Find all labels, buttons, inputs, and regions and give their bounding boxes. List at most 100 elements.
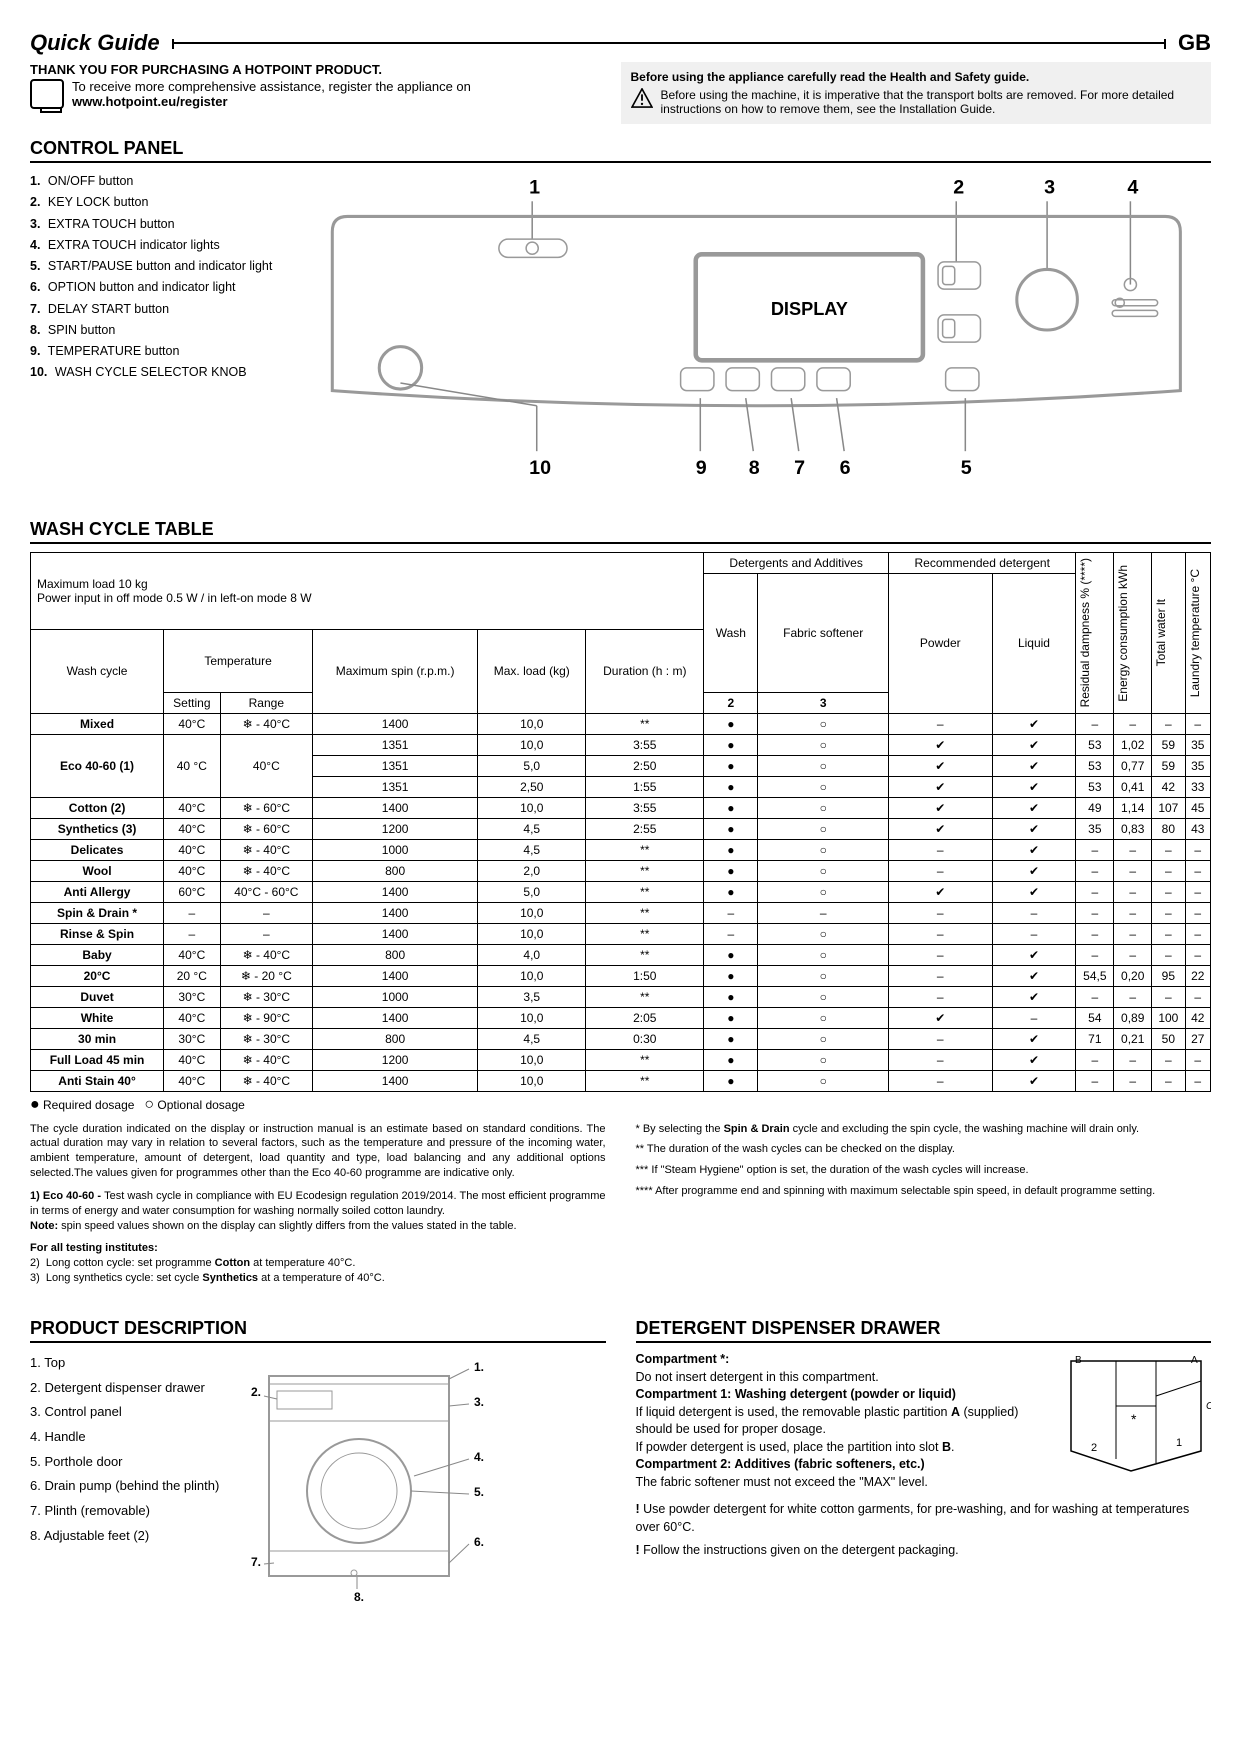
table-row: Cotton (2)40°C❄ - 60°C140010,03:55●○✔✔49… (31, 797, 1211, 818)
dispenser-drawer-heading: DETERGENT DISPENSER DRAWER (636, 1318, 1212, 1343)
follow-instructions: Follow the instructions given on the det… (643, 1543, 958, 1557)
table-row: Synthetics (3)40°C❄ - 60°C12004,52:55●○✔… (31, 818, 1211, 839)
table-caption-power: Power input in off mode 0.5 W / in left-… (37, 591, 701, 605)
th-setting: Setting (164, 692, 221, 713)
svg-text:B: B (1075, 1355, 1082, 1366)
th-recommended: Recommended detergent (889, 553, 1076, 574)
svg-text:4.: 4. (474, 1450, 484, 1464)
th-residual: Residual dampness % (****) (1078, 556, 1092, 709)
product-item: 2. Detergent dispenser drawer (30, 1376, 219, 1401)
control-panel-heading: CONTROL PANEL (30, 138, 1211, 163)
svg-text:2.: 2. (251, 1385, 261, 1399)
svg-text:6: 6 (840, 457, 851, 479)
th-compartment-3: 3 (758, 692, 889, 713)
th-duration: Duration (h : m) (586, 629, 704, 713)
table-row: Anti Stain 40°40°C❄ - 40°C140010,0**●○–✔… (31, 1070, 1211, 1091)
note-note-bold: Note: (30, 1220, 61, 1232)
svg-text:5.: 5. (474, 1485, 484, 1499)
page-title: Quick Guide (30, 30, 160, 56)
product-item: 8. Adjustable feet (2) (30, 1524, 219, 1549)
th-liquid: Liquid (992, 574, 1076, 713)
table-row: Delicates40°C❄ - 40°C10004,5**●○–✔–––– (31, 839, 1211, 860)
table-row: 30 min30°C❄ - 30°C8004,50:30●○–✔710,2150… (31, 1028, 1211, 1049)
svg-text:3: 3 (1044, 177, 1055, 199)
svg-text:7.: 7. (251, 1555, 261, 1569)
warning-box: Before using the appliance carefully rea… (621, 62, 1212, 124)
svg-text:2: 2 (1091, 1442, 1097, 1454)
svg-text:A: A (1191, 1355, 1198, 1366)
th-powder: Powder (889, 574, 993, 713)
svg-text:2: 2 (954, 177, 965, 199)
th-detergents: Detergents and Additives (704, 553, 889, 574)
svg-text:*: * (1131, 1411, 1137, 1427)
table-row: 20°C20 °C❄ - 20 °C140010,01:50●○–✔54,50,… (31, 965, 1211, 986)
table-row: Rinse & Spin––140010,0**–○–––––– (31, 923, 1211, 944)
wash-cycle-table: Maximum load 10 kg Power input in off mo… (30, 552, 1211, 1091)
th-temp: Temperature (164, 629, 313, 692)
dosage-legend: ● ● Required dosage ○ Optional dosageReq… (30, 1096, 1211, 1114)
note-star2: ** The duration of the wash cycles can b… (636, 1142, 1212, 1157)
compartment-1-heading: Compartment 1: Washing detergent (powder… (636, 1387, 956, 1401)
table-caption-load: Maximum load 10 kg (37, 577, 701, 591)
product-description-heading: PRODUCT DESCRIPTION (30, 1318, 606, 1343)
table-row: Baby40°C❄ - 40°C8004,0**●○–✔–––– (31, 944, 1211, 965)
product-item: 5. Porthole door (30, 1450, 219, 1475)
register-url: www.hotpoint.eu/register (72, 94, 471, 109)
product-description-list: 1. Top2. Detergent dispenser drawer3. Co… (30, 1351, 219, 1549)
th-energy: Energy consumption kWh (1116, 563, 1130, 704)
note-note: spin speed values shown on the display c… (61, 1220, 516, 1232)
note-testing-bold: For all testing institutes: (30, 1242, 158, 1254)
svg-text:1.: 1. (474, 1360, 484, 1374)
control-panel-item: 4. EXTRA TOUCH indicator lights (30, 235, 272, 256)
table-row: Wool40°C❄ - 40°C8002,0**●○–✔–––– (31, 860, 1211, 881)
th-wash: Wash (704, 574, 758, 692)
svg-text:DISPLAY: DISPLAY (771, 299, 848, 319)
control-panel-item: 8. SPIN button (30, 320, 272, 341)
svg-text:6.: 6. (474, 1535, 484, 1549)
product-item: 4. Handle (30, 1425, 219, 1450)
table-row: Spin & Drain *––140010,0**–––––––– (31, 902, 1211, 923)
drawer-diagram: * B A C 2 1 (1061, 1351, 1211, 1481)
svg-text:C: C (1206, 1401, 1211, 1412)
product-diagram: 1. 2. 3. 4. 5. 6. 7. 8. (239, 1351, 499, 1611)
svg-text:3.: 3. (474, 1395, 484, 1409)
compartment-star-text: Do not insert detergent in this compartm… (636, 1370, 879, 1384)
control-panel-item: 7. DELAY START button (30, 299, 272, 320)
warning-icon (631, 88, 653, 108)
th-load: Max. load (kg) (478, 629, 586, 713)
control-panel-list: 1. ON/OFF button2. KEY LOCK button3. EXT… (30, 171, 272, 507)
compartment-2-text: The fabric softener must not exceed the … (636, 1475, 928, 1489)
table-notes: The cycle duration indicated on the disp… (30, 1122, 1211, 1286)
compartment-2-heading: Compartment 2: Additives (fabric softene… (636, 1457, 925, 1471)
warning-text: Before using the machine, it is imperati… (661, 88, 1202, 116)
thank-heading: THANK YOU FOR PURCHASING A HOTPOINT PROD… (30, 62, 601, 77)
table-row: Anti Allergy60°C40°C - 60°C14005,0**●○✔✔… (31, 881, 1211, 902)
th-cycle: Wash cycle (31, 629, 164, 713)
control-panel-item: 9. TEMPERATURE button (30, 341, 272, 362)
table-row: Full Load 45 min40°C❄ - 40°C120010,0**●○… (31, 1049, 1211, 1070)
svg-text:9: 9 (696, 457, 707, 479)
compartment-star-heading: Compartment *: (636, 1352, 730, 1366)
control-panel-item: 5. START/PAUSE button and indicator ligh… (30, 256, 272, 277)
product-item: 1. Top (30, 1351, 219, 1376)
th-compartment-2: 2 (704, 692, 758, 713)
country-code: GB (1178, 30, 1211, 56)
svg-text:8: 8 (749, 457, 760, 479)
control-panel-item: 10. WASH CYCLE SELECTOR KNOB (30, 362, 272, 383)
th-spin: Maximum spin (r.p.m.) (313, 629, 478, 713)
note-duration: The cycle duration indicated on the disp… (30, 1122, 606, 1181)
control-panel-item: 1. ON/OFF button (30, 171, 272, 192)
control-panel-item: 3. EXTRA TOUCH button (30, 214, 272, 235)
th-laundry-temp: Laundry temperature °C (1188, 567, 1202, 699)
warning-heading: Before using the appliance carefully rea… (631, 70, 1202, 84)
svg-text:10: 10 (530, 457, 552, 479)
svg-text:1: 1 (1176, 1437, 1182, 1449)
svg-text:5: 5 (961, 457, 972, 479)
control-panel-item: 6. OPTION button and indicator light (30, 277, 272, 298)
table-row: Duvet30°C❄ - 30°C10003,5**●○–✔–––– (31, 986, 1211, 1007)
control-panel-diagram: 1 2 3 4 DISPLAY (302, 171, 1211, 507)
product-item: 3. Control panel (30, 1400, 219, 1425)
intro: THANK YOU FOR PURCHASING A HOTPOINT PROD… (30, 62, 1211, 124)
note-eco-bold: 1) Eco 40-60 - (30, 1190, 104, 1202)
header: Quick Guide GB (30, 30, 1211, 56)
